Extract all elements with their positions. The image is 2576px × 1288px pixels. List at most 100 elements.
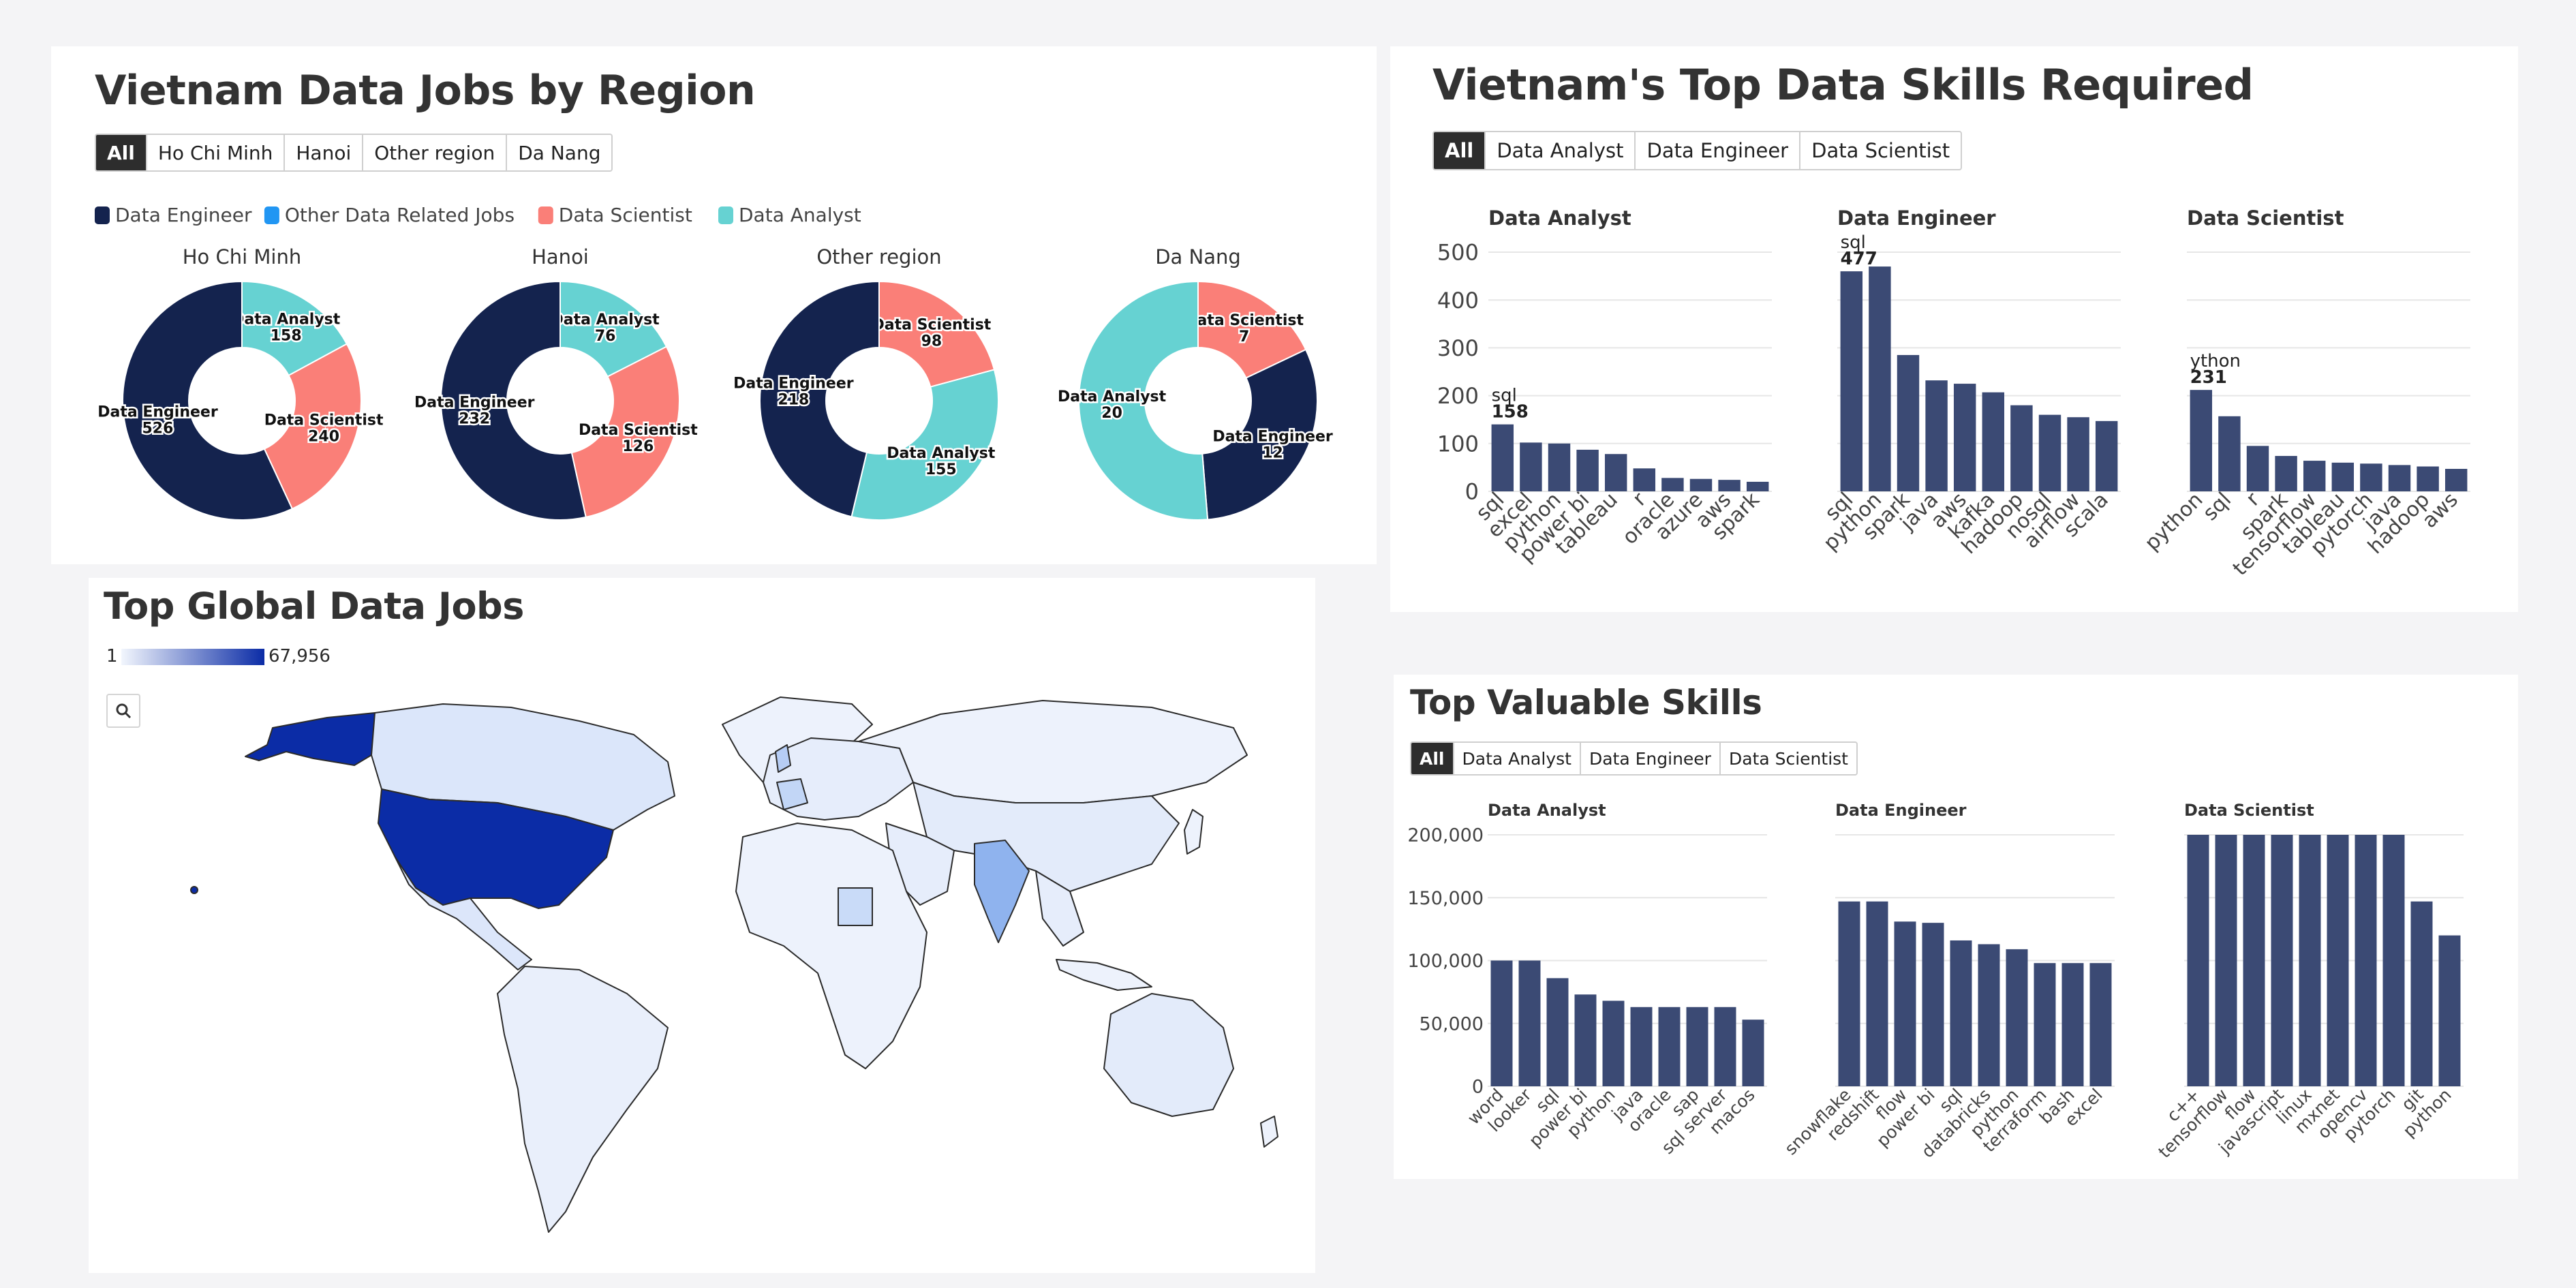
bar-aws[interactable] (2444, 469, 2468, 491)
tab-data-analyst[interactable]: Data Analyst (1454, 743, 1581, 774)
bar-hadoop[interactable] (2417, 466, 2439, 492)
bar-flow[interactable] (1894, 921, 1916, 1086)
bar-sql[interactable] (1840, 271, 1863, 491)
bar-r[interactable] (2246, 446, 2269, 491)
bar-linux[interactable] (2299, 835, 2321, 1086)
legend-item-data-engineer[interactable]: Data Engineer (95, 204, 252, 226)
bar-java[interactable] (1925, 380, 1948, 491)
bar-aws[interactable] (1718, 480, 1741, 491)
bar-pytorch[interactable] (2360, 463, 2382, 491)
bar-sql-server[interactable] (1714, 1007, 1736, 1086)
bar-tensorflow[interactable] (2303, 461, 2326, 491)
donut-slice-data-analyst[interactable] (241, 280, 348, 377)
bar-python[interactable] (1548, 443, 1571, 491)
bar-sql[interactable] (1546, 978, 1569, 1086)
bar-tensorflow[interactable] (2215, 835, 2237, 1086)
tab-ho-chi-minh[interactable]: Ho Chi Minh (147, 135, 286, 170)
donut-slice-data-scientist[interactable] (263, 343, 362, 510)
donut-slice-data-engineer[interactable] (440, 280, 587, 521)
bar-kafka[interactable] (1982, 392, 2005, 491)
region-title: Vietnam Data Jobs by Region (95, 67, 756, 114)
bar-flow[interactable] (2243, 835, 2265, 1086)
bar-spark[interactable] (2275, 456, 2297, 491)
legend-item-other-data-related-jobs[interactable]: Other Data Related Jobs (264, 204, 515, 226)
donut-slice-data-analyst[interactable] (1078, 280, 1209, 521)
tab-data-scientist[interactable]: Data Scientist (1728, 748, 1848, 769)
donut-slice-data-analyst[interactable] (559, 280, 668, 378)
donut-slice-data-scientist[interactable] (878, 280, 996, 388)
bar-databricks[interactable] (1978, 944, 2000, 1086)
legend-item-data-scientist[interactable]: Data Scientist (538, 204, 692, 226)
tab-da-nang[interactable]: Da Nang (518, 141, 601, 164)
bar-excel[interactable] (1520, 442, 1542, 491)
bar-sql[interactable] (1491, 424, 1514, 491)
bar-git[interactable] (2410, 901, 2433, 1086)
bar-python[interactable] (2438, 935, 2461, 1086)
facet-data-scientist: Data Scientistc++tensorflowflowjavascrip… (2155, 801, 2464, 1162)
bar-java[interactable] (1630, 1007, 1653, 1086)
bar-pytorch[interactable] (2382, 835, 2405, 1086)
tab-hanoi[interactable]: Hanoi (285, 135, 364, 170)
bar-java[interactable] (2388, 465, 2411, 491)
donut-slice-data-scientist[interactable] (1197, 280, 1307, 379)
bar-snowflake[interactable] (1838, 901, 1860, 1086)
tab-all[interactable]: All (96, 135, 147, 170)
bar-looker[interactable] (1518, 960, 1541, 1087)
donut-slice-data-engineer[interactable] (1201, 348, 1318, 521)
bar-python[interactable] (2006, 949, 2028, 1086)
bar-scala[interactable] (2095, 420, 2118, 491)
y-tick-label: 100 (1437, 431, 1479, 457)
tab-data-analyst[interactable]: Data Analyst (1486, 132, 1636, 169)
bar-aws[interactable] (1953, 384, 1976, 491)
bar-sql[interactable] (2218, 416, 2241, 491)
donut-slice-data-engineer[interactable] (759, 280, 880, 518)
bar-spark[interactable] (1897, 354, 1920, 491)
bar-opencv[interactable] (2355, 835, 2377, 1086)
donut-slice-data-engineer[interactable] (122, 280, 294, 521)
donut-slice-label: Data Scientist (1184, 312, 1304, 329)
bar-oracle[interactable] (1661, 478, 1684, 491)
tab-all[interactable]: All (1411, 743, 1454, 774)
bar-python[interactable] (2190, 390, 2213, 491)
bar-azure[interactable] (1689, 478, 1713, 491)
bar-macos[interactable] (1742, 1019, 1764, 1086)
bar-c[interactable] (2187, 835, 2209, 1086)
world-map[interactable] (89, 578, 1315, 1273)
bar-power-bi[interactable] (1922, 923, 1944, 1086)
bar-airflow[interactable] (2067, 417, 2089, 491)
bar-python[interactable] (1869, 266, 1891, 491)
bar-sap[interactable] (1686, 1007, 1708, 1086)
bar-tableau[interactable] (1604, 454, 1627, 491)
bar-oracle[interactable] (1658, 1007, 1681, 1086)
map-region-mexico (395, 857, 532, 970)
bar-tableau[interactable] (2331, 462, 2355, 491)
bar-sql[interactable] (1950, 940, 1972, 1086)
bar-nosql[interactable] (2038, 414, 2061, 491)
top-annotation-value: 477 (1841, 249, 1877, 269)
bar-r[interactable] (1633, 468, 1656, 491)
bar-redshift[interactable] (1866, 901, 1888, 1086)
donut-slice-data-scientist[interactable] (570, 346, 680, 519)
bar-power-bi[interactable] (1576, 449, 1599, 491)
bar-word[interactable] (1490, 960, 1513, 1087)
tab-other-region[interactable]: Other region (363, 135, 508, 170)
tab-data-scientist[interactable]: Data Scientist (1811, 139, 1950, 162)
donut-slice-label: Data Engineer (414, 395, 535, 412)
tab-all[interactable]: All (1434, 132, 1486, 169)
tab-data-engineer[interactable]: Data Engineer (1636, 132, 1801, 169)
tab-data-engineer[interactable]: Data Engineer (1581, 743, 1721, 774)
donut-slice-label: Data Analyst (1058, 388, 1167, 405)
donut-slice-data-analyst[interactable] (850, 369, 999, 521)
bar-bash[interactable] (2061, 963, 2084, 1086)
bar-mxnet[interactable] (2327, 835, 2349, 1086)
zoom-button[interactable] (106, 694, 140, 728)
bar-excel[interactable] (2089, 963, 2112, 1086)
bar-javascript[interactable] (2271, 835, 2293, 1086)
bar-python[interactable] (1602, 1000, 1625, 1086)
bar-spark[interactable] (1746, 481, 1769, 491)
bar-terraform[interactable] (2034, 963, 2056, 1086)
bar-power-bi[interactable] (1574, 994, 1597, 1086)
bar-hadoop[interactable] (2010, 405, 2033, 491)
legend-item-data-analyst[interactable]: Data Analyst (718, 204, 861, 226)
